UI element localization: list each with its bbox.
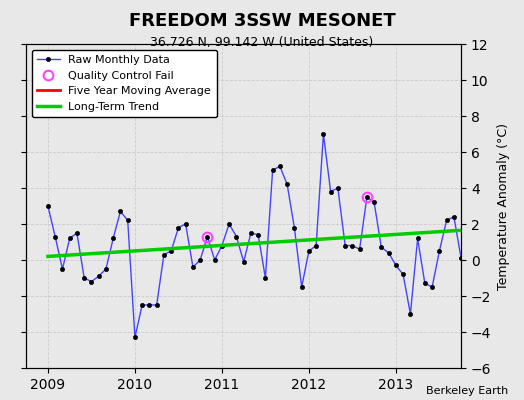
Line: Raw Monthly Data: Raw Monthly Data	[46, 132, 463, 340]
Raw Monthly Data	[320, 132, 326, 136]
Text: 36.726 N, 99.142 W (United States): 36.726 N, 99.142 W (United States)	[150, 36, 374, 49]
Raw Monthly Data	[45, 204, 51, 208]
Line: Quality Control Fail: Quality Control Fail	[203, 192, 372, 242]
Quality Control Fail	[204, 234, 211, 239]
Text: Berkeley Earth: Berkeley Earth	[426, 386, 508, 396]
Raw Monthly Data	[458, 256, 464, 261]
Y-axis label: Temperature Anomaly (°C): Temperature Anomaly (°C)	[497, 122, 510, 290]
Raw Monthly Data	[146, 302, 152, 307]
Raw Monthly Data	[154, 302, 160, 307]
Raw Monthly Data	[443, 218, 450, 223]
Text: FREEDOM 3SSW MESONET: FREEDOM 3SSW MESONET	[128, 12, 396, 30]
Raw Monthly Data	[335, 186, 341, 190]
Raw Monthly Data	[407, 312, 413, 316]
Legend: Raw Monthly Data, Quality Control Fail, Five Year Moving Average, Long-Term Tren: Raw Monthly Data, Quality Control Fail, …	[32, 50, 217, 117]
Quality Control Fail	[364, 194, 370, 199]
Raw Monthly Data	[364, 194, 370, 199]
Raw Monthly Data	[132, 335, 138, 340]
